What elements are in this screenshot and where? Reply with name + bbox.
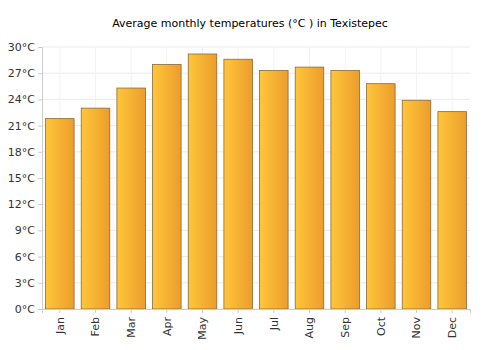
y-tick: 0°C (15, 303, 42, 316)
x-tick-mark (238, 309, 239, 313)
y-axis: 0°C 3°C 6°C 9°C 12°C 15°C 18°C 21°C 24°C 27°C 30°C (8, 41, 43, 316)
x-tick-label: Sep (339, 317, 352, 338)
bar (153, 64, 182, 309)
x-tick-label: May (196, 317, 209, 340)
x-tick-mark (452, 309, 453, 313)
y-tick-mark (38, 309, 42, 310)
y-tick-label: 27°C (8, 67, 35, 80)
grid-line (42, 99, 470, 100)
x-tick: Feb (89, 309, 102, 336)
x-tick-mark (166, 309, 167, 313)
chart: Average monthly temperatures (°C ) in Te… (0, 0, 500, 350)
x-tick-mark (202, 309, 203, 313)
y-tick-label: 18°C (8, 146, 35, 159)
y-tick-mark (38, 204, 42, 205)
bar (117, 88, 146, 309)
y-tick-mark (38, 152, 42, 153)
x-tick: Sep (339, 309, 352, 338)
x-tick-mark (416, 309, 417, 313)
y-tick: 15°C (8, 172, 42, 185)
x-tick: Nov (410, 309, 423, 338)
y-tick-label: 12°C (8, 198, 35, 211)
grid-line (42, 73, 470, 74)
x-tick-label: Dec (446, 317, 459, 338)
y-tick-label: 9°C (15, 224, 35, 237)
y-tick-mark (38, 257, 42, 258)
x-tick-label: Feb (89, 317, 102, 336)
x-tick: Mar (125, 309, 138, 338)
x-tick-mark (59, 309, 60, 313)
x-tick-label: Mar (125, 317, 138, 338)
y-tick-mark (38, 126, 42, 127)
y-tick-label: 24°C (8, 93, 35, 106)
y-tick-label: 30°C (8, 41, 35, 54)
y-tick-label: 3°C (15, 277, 35, 290)
x-tick-mark (309, 309, 310, 313)
y-axis-line (38, 48, 43, 310)
x-tick: Jul (268, 309, 281, 331)
bar (402, 100, 431, 309)
y-tick: 27°C (8, 67, 42, 80)
bar (224, 59, 253, 309)
y-tick-label: 21°C (8, 120, 35, 133)
x-tick-label: Jun (232, 317, 245, 335)
x-axis-line (43, 310, 471, 314)
x-tick-label: Oct (375, 316, 388, 336)
x-tick-mark (95, 309, 96, 313)
x-tick: Aug (303, 309, 316, 338)
y-tick: 3°C (15, 277, 42, 290)
x-tick-mark (273, 309, 274, 313)
y-tick: 21°C (8, 120, 42, 133)
x-tick-label: Jan (54, 317, 67, 335)
title: Average monthly temperatures (°C ) in Te… (112, 17, 388, 30)
bars (46, 54, 467, 309)
x-tick: Dec (446, 309, 459, 338)
bar (188, 54, 217, 309)
bar (260, 71, 289, 309)
x-tick-mark (345, 309, 346, 313)
y-tick: 24°C (8, 93, 42, 106)
y-tick: 12°C (8, 198, 42, 211)
x-tick: Jun (232, 309, 245, 335)
grid (42, 47, 470, 309)
bar (295, 67, 324, 309)
y-tick: 18°C (8, 146, 42, 159)
x-tick-label: Nov (410, 317, 423, 339)
y-tick: 9°C (15, 224, 42, 237)
bar (331, 71, 360, 309)
bar (367, 84, 396, 309)
x-tick: Jan (54, 309, 67, 335)
x-tick: Apr (161, 309, 174, 336)
y-tick: 30°C (8, 41, 42, 54)
x-tick-label: Aug (303, 317, 316, 338)
x-tick-mark (380, 309, 381, 313)
y-tick: 6°C (15, 251, 42, 264)
bar (438, 112, 467, 309)
y-tick-mark (38, 99, 42, 100)
x-tick: May (196, 309, 209, 340)
x-axis: Jan Feb Mar Apr May Jun Jul Aug Sep Oct Nov Dec (43, 309, 471, 340)
y-tick-label: 15°C (8, 172, 35, 185)
x-tick-mark (131, 309, 132, 313)
x-tick-label: Apr (161, 317, 174, 337)
plot: 0°C 3°C 6°C 9°C 12°C 15°C 18°C 21°C 24°C 27°C 30°C… (8, 41, 471, 340)
y-tick-mark (38, 73, 42, 74)
grid-line (42, 47, 470, 48)
y-tick-mark (38, 283, 42, 284)
y-tick-mark (38, 178, 42, 179)
y-tick-label: 6°C (15, 251, 35, 264)
bar (81, 108, 110, 309)
y-tick-mark (38, 47, 42, 48)
y-tick-mark (38, 230, 42, 231)
bar (46, 119, 75, 309)
x-tick: Oct (375, 309, 388, 336)
y-tick-label: 0°C (15, 303, 35, 316)
x-tick-label: Jul (268, 317, 281, 331)
